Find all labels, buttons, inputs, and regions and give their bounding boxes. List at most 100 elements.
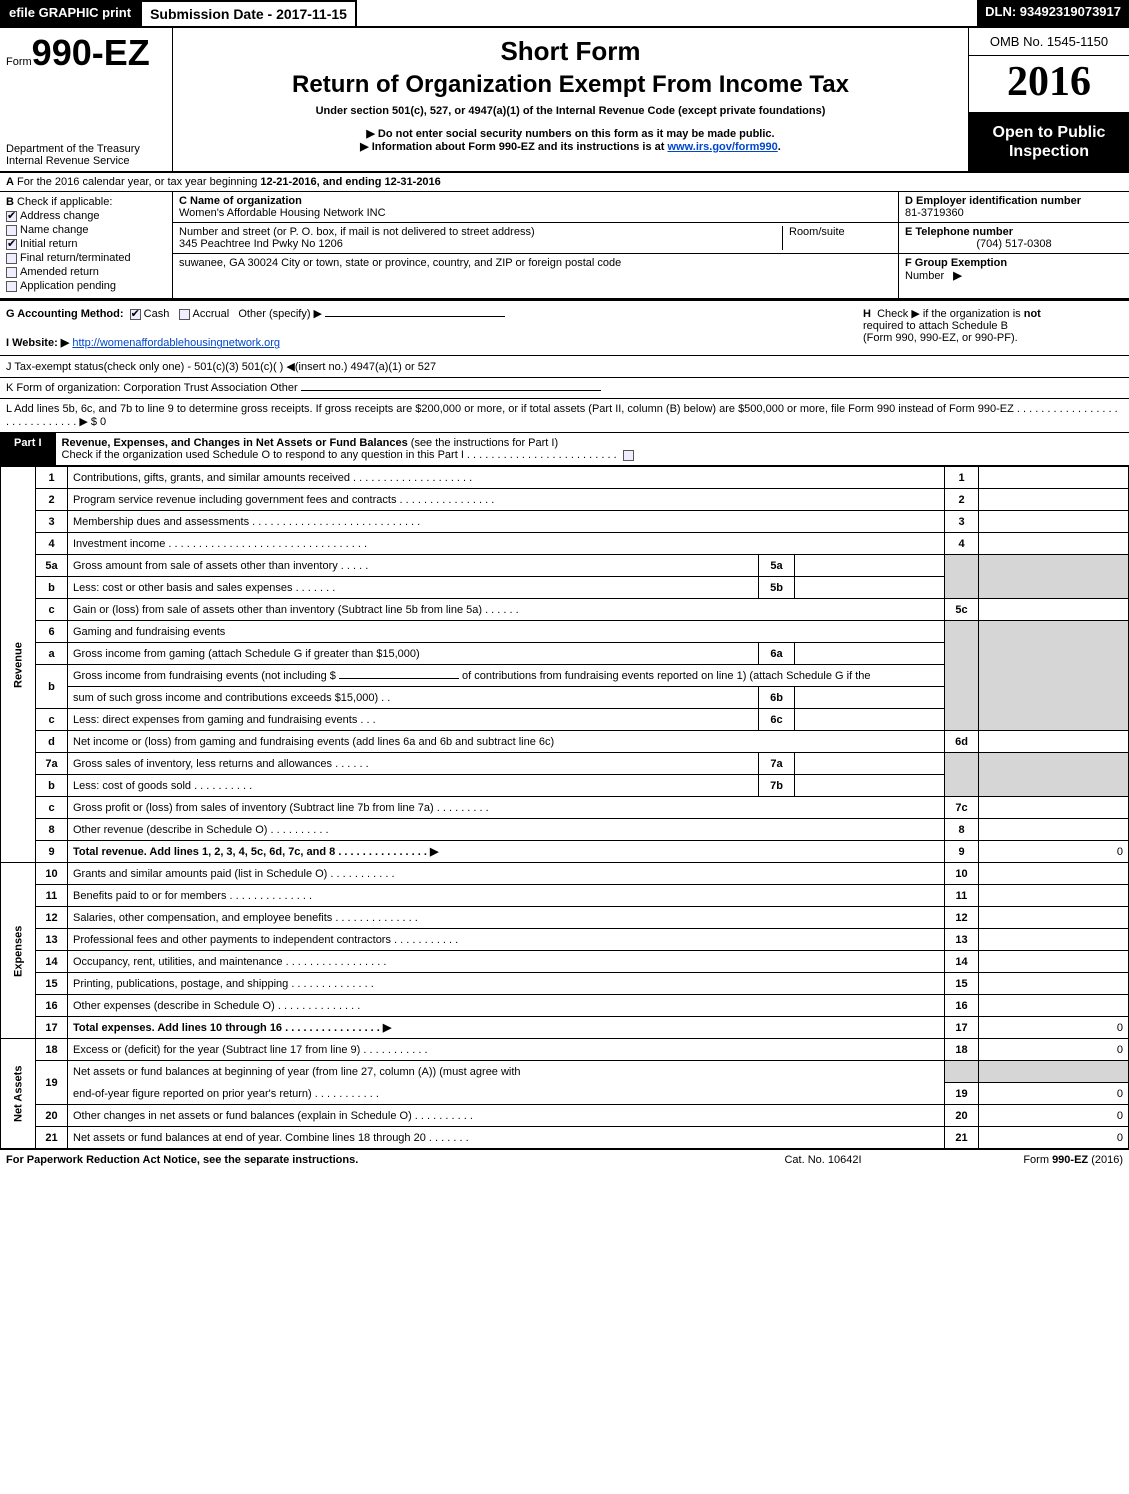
c-mid-left: Number and street (or P. O. box, if mail… — [179, 226, 782, 250]
part1-title: Revenue, Expenses, and Changes in Net As… — [56, 433, 1129, 466]
table-row: 20 Other changes in net assets or fund b… — [1, 1105, 1129, 1127]
k-other-line[interactable] — [301, 390, 601, 391]
lbl-accrual: Accrual — [193, 308, 230, 320]
table-row: 16 Other expenses (describe in Schedule … — [1, 995, 1129, 1017]
ln1-desc: Contributions, gifts, grants, and simila… — [68, 467, 945, 489]
chk-application-pending[interactable] — [6, 281, 17, 292]
ln5c-desc: Gain or (loss) from sale of assets other… — [68, 599, 945, 621]
ln16-val[interactable] — [979, 995, 1129, 1017]
ln19-shade-val — [979, 1061, 1129, 1083]
ln19-ref: 19 — [945, 1083, 979, 1105]
ln7b-mv[interactable] — [795, 775, 945, 797]
dln-label: DLN: 93492319073917 — [977, 0, 1129, 28]
ln5b-num: b — [36, 577, 68, 599]
ln5a-desc: Gross amount from sale of assets other t… — [68, 555, 759, 577]
ln8-num: 8 — [36, 819, 68, 841]
irs-link[interactable]: www.irs.gov/form990 — [668, 141, 778, 153]
h-not: not — [1024, 308, 1041, 320]
table-row: 17 Total expenses. Add lines 10 through … — [1, 1017, 1129, 1039]
lbl-cash: Cash — [144, 308, 170, 320]
c-mid: Number and street (or P. O. box, if mail… — [173, 223, 898, 254]
ln19-desc1: Net assets or fund balances at beginning… — [68, 1061, 945, 1083]
ln11-val[interactable] — [979, 885, 1129, 907]
ln11-num: 11 — [36, 885, 68, 907]
chk-accrual[interactable] — [179, 309, 190, 320]
ln20-val[interactable]: 0 — [979, 1105, 1129, 1127]
return-title: Return of Organization Exempt From Incom… — [183, 71, 958, 99]
ln19-num: 19 — [36, 1061, 68, 1105]
ln15-val[interactable] — [979, 973, 1129, 995]
c-room: Room/suite — [782, 226, 892, 250]
c-org: Women's Affordable Housing Network INC — [179, 207, 892, 219]
d-label: D Employer identification number — [905, 195, 1081, 207]
part1-title-bold: Revenue, Expenses, and Changes in Net As… — [62, 437, 408, 449]
part1-label: Part I — [0, 433, 56, 466]
a-end: 12-31-2016 — [385, 176, 441, 188]
table-row: 3 Membership dues and assessments . . . … — [1, 511, 1129, 533]
ln7c-num: c — [36, 797, 68, 819]
j-text: J Tax-exempt status(check only one) - 50… — [6, 361, 436, 373]
ln13-ref: 13 — [945, 929, 979, 951]
side-netassets: Net Assets — [1, 1039, 36, 1149]
ln7a-mv[interactable] — [795, 753, 945, 775]
ln6c-desc: Less: direct expenses from gaming and fu… — [68, 709, 759, 731]
chk-schedule-o[interactable] — [623, 450, 634, 461]
ln7a-num: 7a — [36, 753, 68, 775]
ln7c-val[interactable] — [979, 797, 1129, 819]
ln6a-mv[interactable] — [795, 643, 945, 665]
ln6b-amount-line[interactable] — [339, 678, 459, 679]
ln7-shade-val — [979, 753, 1129, 797]
ln6b-mv[interactable] — [795, 687, 945, 709]
ln5b-mn: 5b — [759, 577, 795, 599]
ln20-ref: 20 — [945, 1105, 979, 1127]
other-specify-line[interactable] — [325, 316, 505, 317]
info-about: ▶ Information about Form 990-EZ and its … — [183, 140, 958, 153]
a-letter: A — [6, 176, 14, 188]
footer: For Paperwork Reduction Act Notice, see … — [0, 1149, 1129, 1170]
ln5a-mv[interactable] — [795, 555, 945, 577]
ln18-num: 18 — [36, 1039, 68, 1061]
ln14-desc: Occupancy, rent, utilities, and maintena… — [68, 951, 945, 973]
l-row: L Add lines 5b, 6c, and 7b to line 9 to … — [0, 399, 1129, 433]
ln7b-desc: Less: cost of goods sold . . . . . . . .… — [68, 775, 759, 797]
ln10-val[interactable] — [979, 863, 1129, 885]
ln5b-mv[interactable] — [795, 577, 945, 599]
chk-cash[interactable] — [130, 309, 141, 320]
ln7b-mn: 7b — [759, 775, 795, 797]
ln17-val[interactable]: 0 — [979, 1017, 1129, 1039]
ln3-desc: Membership dues and assessments . . . . … — [68, 511, 945, 533]
ln5b-desc: Less: cost or other basis and sales expe… — [68, 577, 759, 599]
website-link[interactable]: http://womenaffordablehousingnetwork.org — [72, 337, 280, 349]
ln7c-desc: Gross profit or (loss) from sales of inv… — [68, 797, 945, 819]
table-row: Revenue 1 Contributions, gifts, grants, … — [1, 467, 1129, 489]
ln13-val[interactable] — [979, 929, 1129, 951]
ln2-val[interactable] — [979, 489, 1129, 511]
lbl-address-change: Address change — [20, 210, 100, 222]
ln8-val[interactable] — [979, 819, 1129, 841]
ln12-val[interactable] — [979, 907, 1129, 929]
ln6c-mv[interactable] — [795, 709, 945, 731]
col-c: C Name of organization Women's Affordabl… — [173, 192, 899, 298]
chk-final-return[interactable] — [6, 253, 17, 264]
ln1-val[interactable] — [979, 467, 1129, 489]
e-box: E Telephone number (704) 517-0308 — [899, 223, 1129, 254]
ln9-val[interactable]: 0 — [979, 841, 1129, 863]
ln19-val[interactable]: 0 — [979, 1083, 1129, 1105]
ln5c-val[interactable] — [979, 599, 1129, 621]
ln6b-desc1: Gross income from fundraising events (no… — [68, 665, 945, 687]
chk-amended-return[interactable] — [6, 267, 17, 278]
ln14-val[interactable] — [979, 951, 1129, 973]
chk-initial-return[interactable] — [6, 239, 17, 250]
h-text3: (Form 990, 990-EZ, or 990-PF). — [863, 332, 1018, 344]
ln13-num: 13 — [36, 929, 68, 951]
part1-title-note: (see the instructions for Part I) — [408, 437, 558, 449]
efile-print-button[interactable]: efile GRAPHIC print — [0, 0, 140, 28]
ln6d-val[interactable] — [979, 731, 1129, 753]
ln21-val[interactable]: 0 — [979, 1127, 1129, 1149]
chk-name-change[interactable] — [6, 225, 17, 236]
ln18-val[interactable]: 0 — [979, 1039, 1129, 1061]
chk-address-change[interactable] — [6, 211, 17, 222]
ln4-val[interactable] — [979, 533, 1129, 555]
b-letter: B — [6, 196, 14, 208]
ln3-val[interactable] — [979, 511, 1129, 533]
